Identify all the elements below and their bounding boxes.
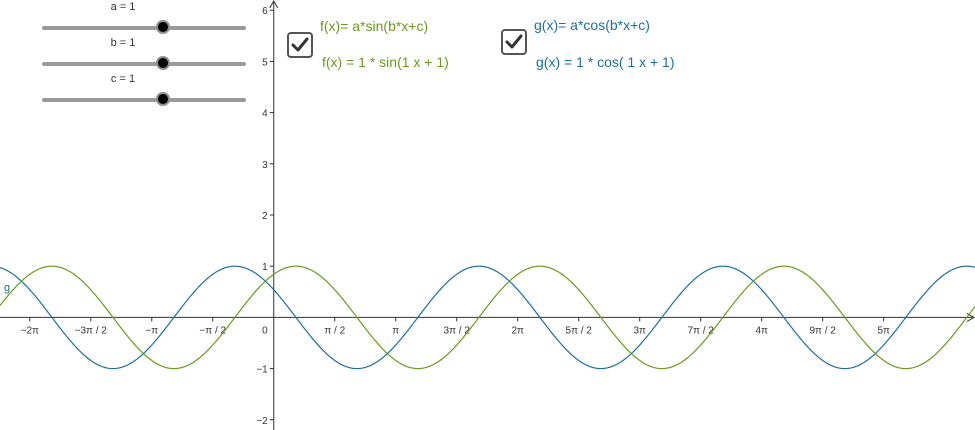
slider-c-label: c = 1 — [110, 73, 136, 85]
checkmark-icon — [505, 34, 523, 49]
y-tick-label: −2 — [256, 416, 268, 427]
y-axis-arrow-icon — [269, 0, 279, 9]
slider-c-handle[interactable] — [156, 92, 170, 106]
g-definition: g(x)= a*cos(b*x+c) — [534, 17, 650, 33]
y-tick-label: 3 — [262, 160, 268, 171]
y-tick-label: 1 — [262, 262, 268, 273]
x-tick-label: 7π / 2 — [688, 325, 715, 336]
slider-c-track[interactable] — [42, 98, 246, 102]
x-tick-label: −2π — [21, 325, 39, 336]
x-tick-label: −3π / 2 — [75, 325, 108, 336]
f-definition: f(x)= a*sin(b*x+c) — [320, 18, 429, 34]
x-tick-label: 4π — [755, 325, 768, 336]
x-tick-label: −π / 2 — [199, 325, 226, 336]
checkmark-icon — [291, 37, 309, 52]
curve-f[interactable] — [0, 265, 975, 370]
slider-c[interactable]: c = 1 — [42, 73, 246, 106]
x-tick-label: 5π / 2 — [566, 325, 593, 336]
slider-a-track[interactable] — [42, 26, 246, 30]
y-tick-label: 2 — [262, 211, 268, 222]
y-tick-label: −1 — [256, 365, 268, 376]
x-tick-label: 2π — [511, 325, 524, 336]
x-tick-label: 3π / 2 — [444, 325, 471, 336]
slider-b-label: b = 1 — [110, 37, 136, 49]
f-show-checkbox[interactable] — [287, 32, 313, 58]
slider-a-handle[interactable] — [156, 20, 170, 34]
x-tick-label: 9π / 2 — [810, 325, 837, 336]
curve-label-g: g — [4, 282, 10, 294]
slider-a-label: a = 1 — [110, 1, 136, 13]
tick-marks: −2π −3π / 2 −π −π / 2 π / 2 π 3π / 2 2π 5π / 2 3π… — [21, 6, 890, 427]
origin-label: 0 — [262, 325, 268, 336]
slider-b-track[interactable] — [42, 62, 246, 66]
slider-b-handle[interactable] — [156, 56, 170, 70]
y-tick-label: 5 — [262, 57, 268, 68]
g-expression: g(x) = 1 * cos( 1 x + 1) — [536, 54, 675, 70]
y-tick-label: 4 — [262, 109, 268, 120]
x-tick-label: π / 2 — [324, 325, 345, 336]
y-tick-label: 6 — [262, 6, 268, 17]
x-tick-label: −π — [145, 325, 158, 336]
slider-b[interactable]: b = 1 — [42, 37, 246, 70]
x-tick-label: 5π — [877, 325, 890, 336]
f-expression: f(x) = 1 * sin(1 x + 1) — [322, 54, 449, 70]
slider-a[interactable]: a = 1 — [42, 1, 246, 34]
x-tick-label: π — [392, 325, 399, 336]
curve-g[interactable] — [0, 265, 975, 370]
x-tick-label: 3π — [633, 325, 646, 336]
g-show-checkbox[interactable] — [501, 29, 527, 55]
